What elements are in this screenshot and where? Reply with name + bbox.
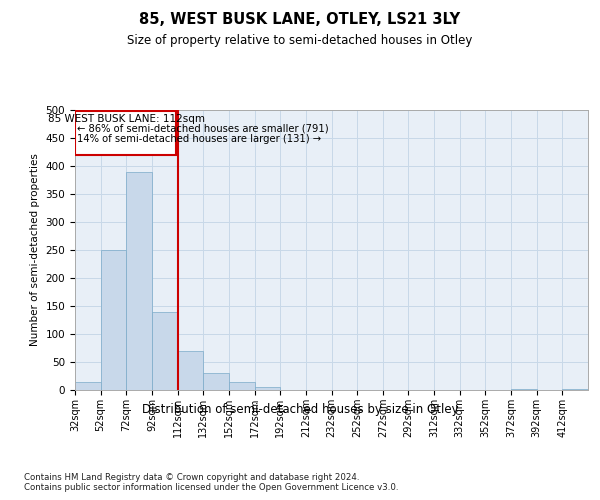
- Bar: [229, 382, 254, 390]
- Bar: [101, 250, 127, 390]
- Text: 85 WEST BUSK LANE: 112sqm: 85 WEST BUSK LANE: 112sqm: [48, 114, 205, 124]
- Text: Size of property relative to semi-detached houses in Otley: Size of property relative to semi-detach…: [127, 34, 473, 47]
- Bar: [152, 312, 178, 390]
- Text: ← 86% of semi-detached houses are smaller (791): ← 86% of semi-detached houses are smalle…: [77, 124, 329, 134]
- Bar: [75, 382, 101, 390]
- Bar: [203, 373, 229, 390]
- Text: 14% of semi-detached houses are larger (131) →: 14% of semi-detached houses are larger (…: [77, 134, 322, 143]
- Y-axis label: Number of semi-detached properties: Number of semi-detached properties: [30, 154, 40, 346]
- Bar: [76, 111, 176, 155]
- Bar: [511, 389, 536, 390]
- Text: Contains HM Land Registry data © Crown copyright and database right 2024.
Contai: Contains HM Land Registry data © Crown c…: [24, 472, 398, 492]
- Text: Distribution of semi-detached houses by size in Otley: Distribution of semi-detached houses by …: [142, 402, 458, 415]
- Bar: [254, 387, 280, 390]
- Bar: [127, 172, 152, 390]
- Bar: [562, 389, 588, 390]
- Bar: [178, 351, 203, 390]
- Text: 85, WEST BUSK LANE, OTLEY, LS21 3LY: 85, WEST BUSK LANE, OTLEY, LS21 3LY: [139, 12, 461, 28]
